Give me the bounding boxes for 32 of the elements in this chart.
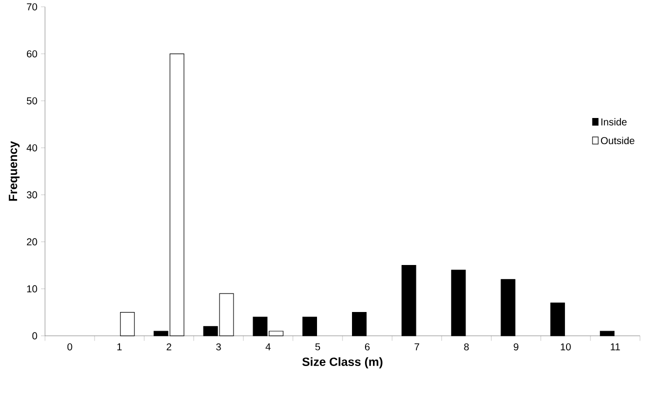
bar bbox=[120, 312, 135, 336]
bar bbox=[302, 316, 318, 336]
bar bbox=[451, 270, 466, 336]
y-tick-label: 10 bbox=[27, 285, 38, 292]
x-axis-title: Size Class (m) bbox=[302, 357, 382, 368]
x-tick-label: 2 bbox=[166, 343, 172, 350]
bar bbox=[600, 330, 615, 336]
x-tick-label: 4 bbox=[266, 343, 271, 350]
legend-label: Inside bbox=[601, 118, 627, 126]
y-tick-label: 60 bbox=[26, 50, 38, 58]
x-tick-label: 0 bbox=[67, 343, 72, 350]
y-axis-title: Frequency bbox=[8, 141, 20, 201]
y-tick-label: 30 bbox=[26, 191, 38, 198]
y-tick-label: 20 bbox=[26, 238, 38, 246]
bar bbox=[500, 279, 516, 336]
legend-label: Outside bbox=[600, 136, 634, 144]
x-tick-label: 7 bbox=[414, 343, 420, 350]
bar bbox=[550, 302, 565, 336]
y-tick-label: 40 bbox=[26, 144, 38, 152]
y-tick-label: 50 bbox=[26, 97, 38, 104]
x-tick-label: 3 bbox=[216, 343, 221, 350]
y-tick-label: 70 bbox=[26, 3, 38, 10]
x-tick-label: 5 bbox=[315, 343, 320, 350]
x-tick-label: 11 bbox=[610, 343, 620, 350]
y-tick-label: 0 bbox=[32, 332, 38, 340]
x-tick-label: 9 bbox=[514, 343, 518, 350]
x-tick-label: 6 bbox=[365, 343, 370, 350]
x-tick-label: 1 bbox=[117, 343, 122, 350]
x-tick-label: 8 bbox=[464, 343, 469, 350]
bar bbox=[352, 312, 367, 336]
bar bbox=[402, 265, 416, 336]
x-tick-label: 10 bbox=[560, 343, 571, 350]
